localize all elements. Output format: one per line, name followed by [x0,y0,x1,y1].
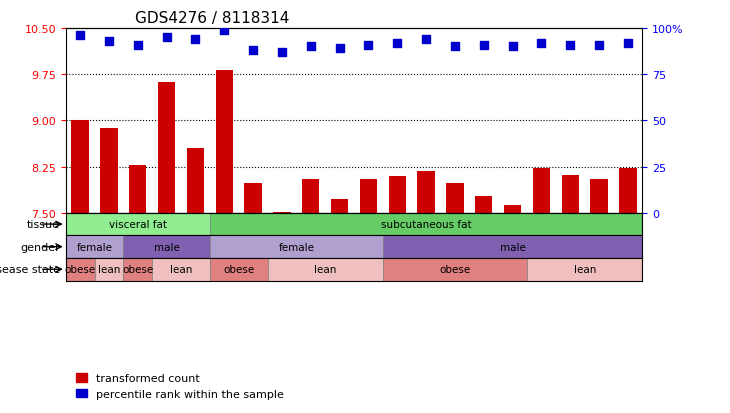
Bar [561,175,579,213]
Point [247,48,259,55]
FancyBboxPatch shape [383,236,642,258]
Text: female: female [278,242,315,252]
Text: obese: obese [122,265,153,275]
Point [391,40,403,47]
Point [593,42,605,49]
Bar [388,176,406,213]
FancyBboxPatch shape [152,258,210,281]
FancyBboxPatch shape [210,258,267,281]
FancyBboxPatch shape [123,258,152,281]
Text: obese: obese [223,265,254,275]
Bar [331,200,348,213]
FancyBboxPatch shape [123,236,210,258]
Bar [533,169,550,213]
Point [103,38,115,45]
FancyBboxPatch shape [267,258,383,281]
FancyBboxPatch shape [527,258,642,281]
Text: GDS4276 / 8118314: GDS4276 / 8118314 [135,12,289,26]
Bar [475,196,493,213]
Point [420,37,432,43]
Point [363,42,374,49]
Bar [187,149,204,213]
Bar [446,184,464,213]
Point [132,42,144,49]
FancyBboxPatch shape [210,236,383,258]
Text: visceral fat: visceral fat [109,220,166,230]
Bar [245,184,262,213]
Point [305,44,317,51]
Point [507,44,518,51]
FancyBboxPatch shape [95,258,123,281]
Bar [72,121,89,213]
Bar [215,71,233,213]
Text: lean: lean [98,265,120,275]
Point [190,37,201,43]
Point [161,35,172,41]
Bar [100,128,118,213]
Bar [504,206,521,213]
Text: lean: lean [170,265,192,275]
Legend: transformed count, percentile rank within the sample: transformed count, percentile rank withi… [72,369,288,404]
Point [622,40,634,47]
FancyBboxPatch shape [383,258,527,281]
Point [564,42,576,49]
FancyBboxPatch shape [66,258,95,281]
Point [478,42,490,49]
Text: gender: gender [20,242,60,252]
Text: male: male [154,242,180,252]
FancyBboxPatch shape [66,236,123,258]
Bar [360,180,377,213]
Point [276,50,288,56]
Bar [273,212,291,213]
Bar [129,165,147,213]
Bar [591,180,608,213]
Text: disease state: disease state [0,265,60,275]
Point [74,33,86,40]
Text: female: female [77,242,112,252]
Text: lean: lean [314,265,337,275]
Point [218,27,230,34]
Bar [418,171,435,213]
FancyBboxPatch shape [66,213,210,236]
Text: male: male [500,242,526,252]
Text: subcutaneous fat: subcutaneous fat [381,220,472,230]
Point [334,46,345,52]
Text: lean: lean [574,265,596,275]
Bar [302,180,320,213]
Text: tissue: tissue [27,220,60,230]
Bar [619,169,637,213]
Point [536,40,548,47]
Text: obese: obese [64,265,96,275]
FancyBboxPatch shape [210,213,642,236]
Text: obese: obese [439,265,471,275]
Bar [158,83,175,213]
Point [449,44,461,51]
